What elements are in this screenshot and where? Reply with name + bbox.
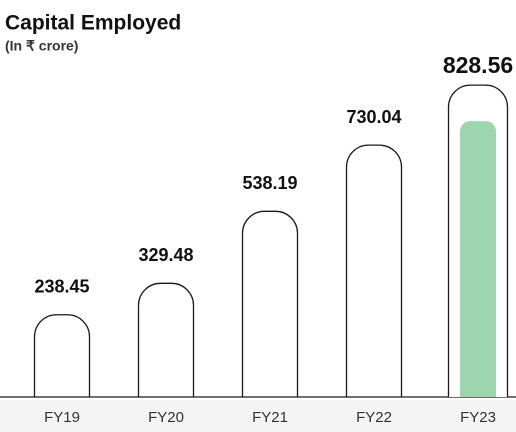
x-tick-label: FY23 xyxy=(460,409,496,426)
bar xyxy=(33,314,91,397)
data-label: 538.19 xyxy=(242,173,297,193)
x-tick-label: FY22 xyxy=(356,409,392,426)
x-tick-label: FY20 xyxy=(148,409,184,426)
data-label: 329.48 xyxy=(138,245,193,265)
data-label: 730.04 xyxy=(346,107,401,127)
bar xyxy=(460,121,496,398)
bar xyxy=(137,282,195,397)
data-label: 828.56 xyxy=(443,52,513,78)
chart-subtitle: (In ₹ crore) xyxy=(5,38,78,54)
x-tick-label: FY21 xyxy=(252,409,288,426)
footer-band xyxy=(0,400,516,432)
chart-title: Capital Employed xyxy=(5,12,181,35)
data-label: 238.45 xyxy=(34,276,89,296)
bar xyxy=(345,144,403,397)
bar xyxy=(241,210,299,397)
x-tick-label: FY19 xyxy=(44,409,80,426)
